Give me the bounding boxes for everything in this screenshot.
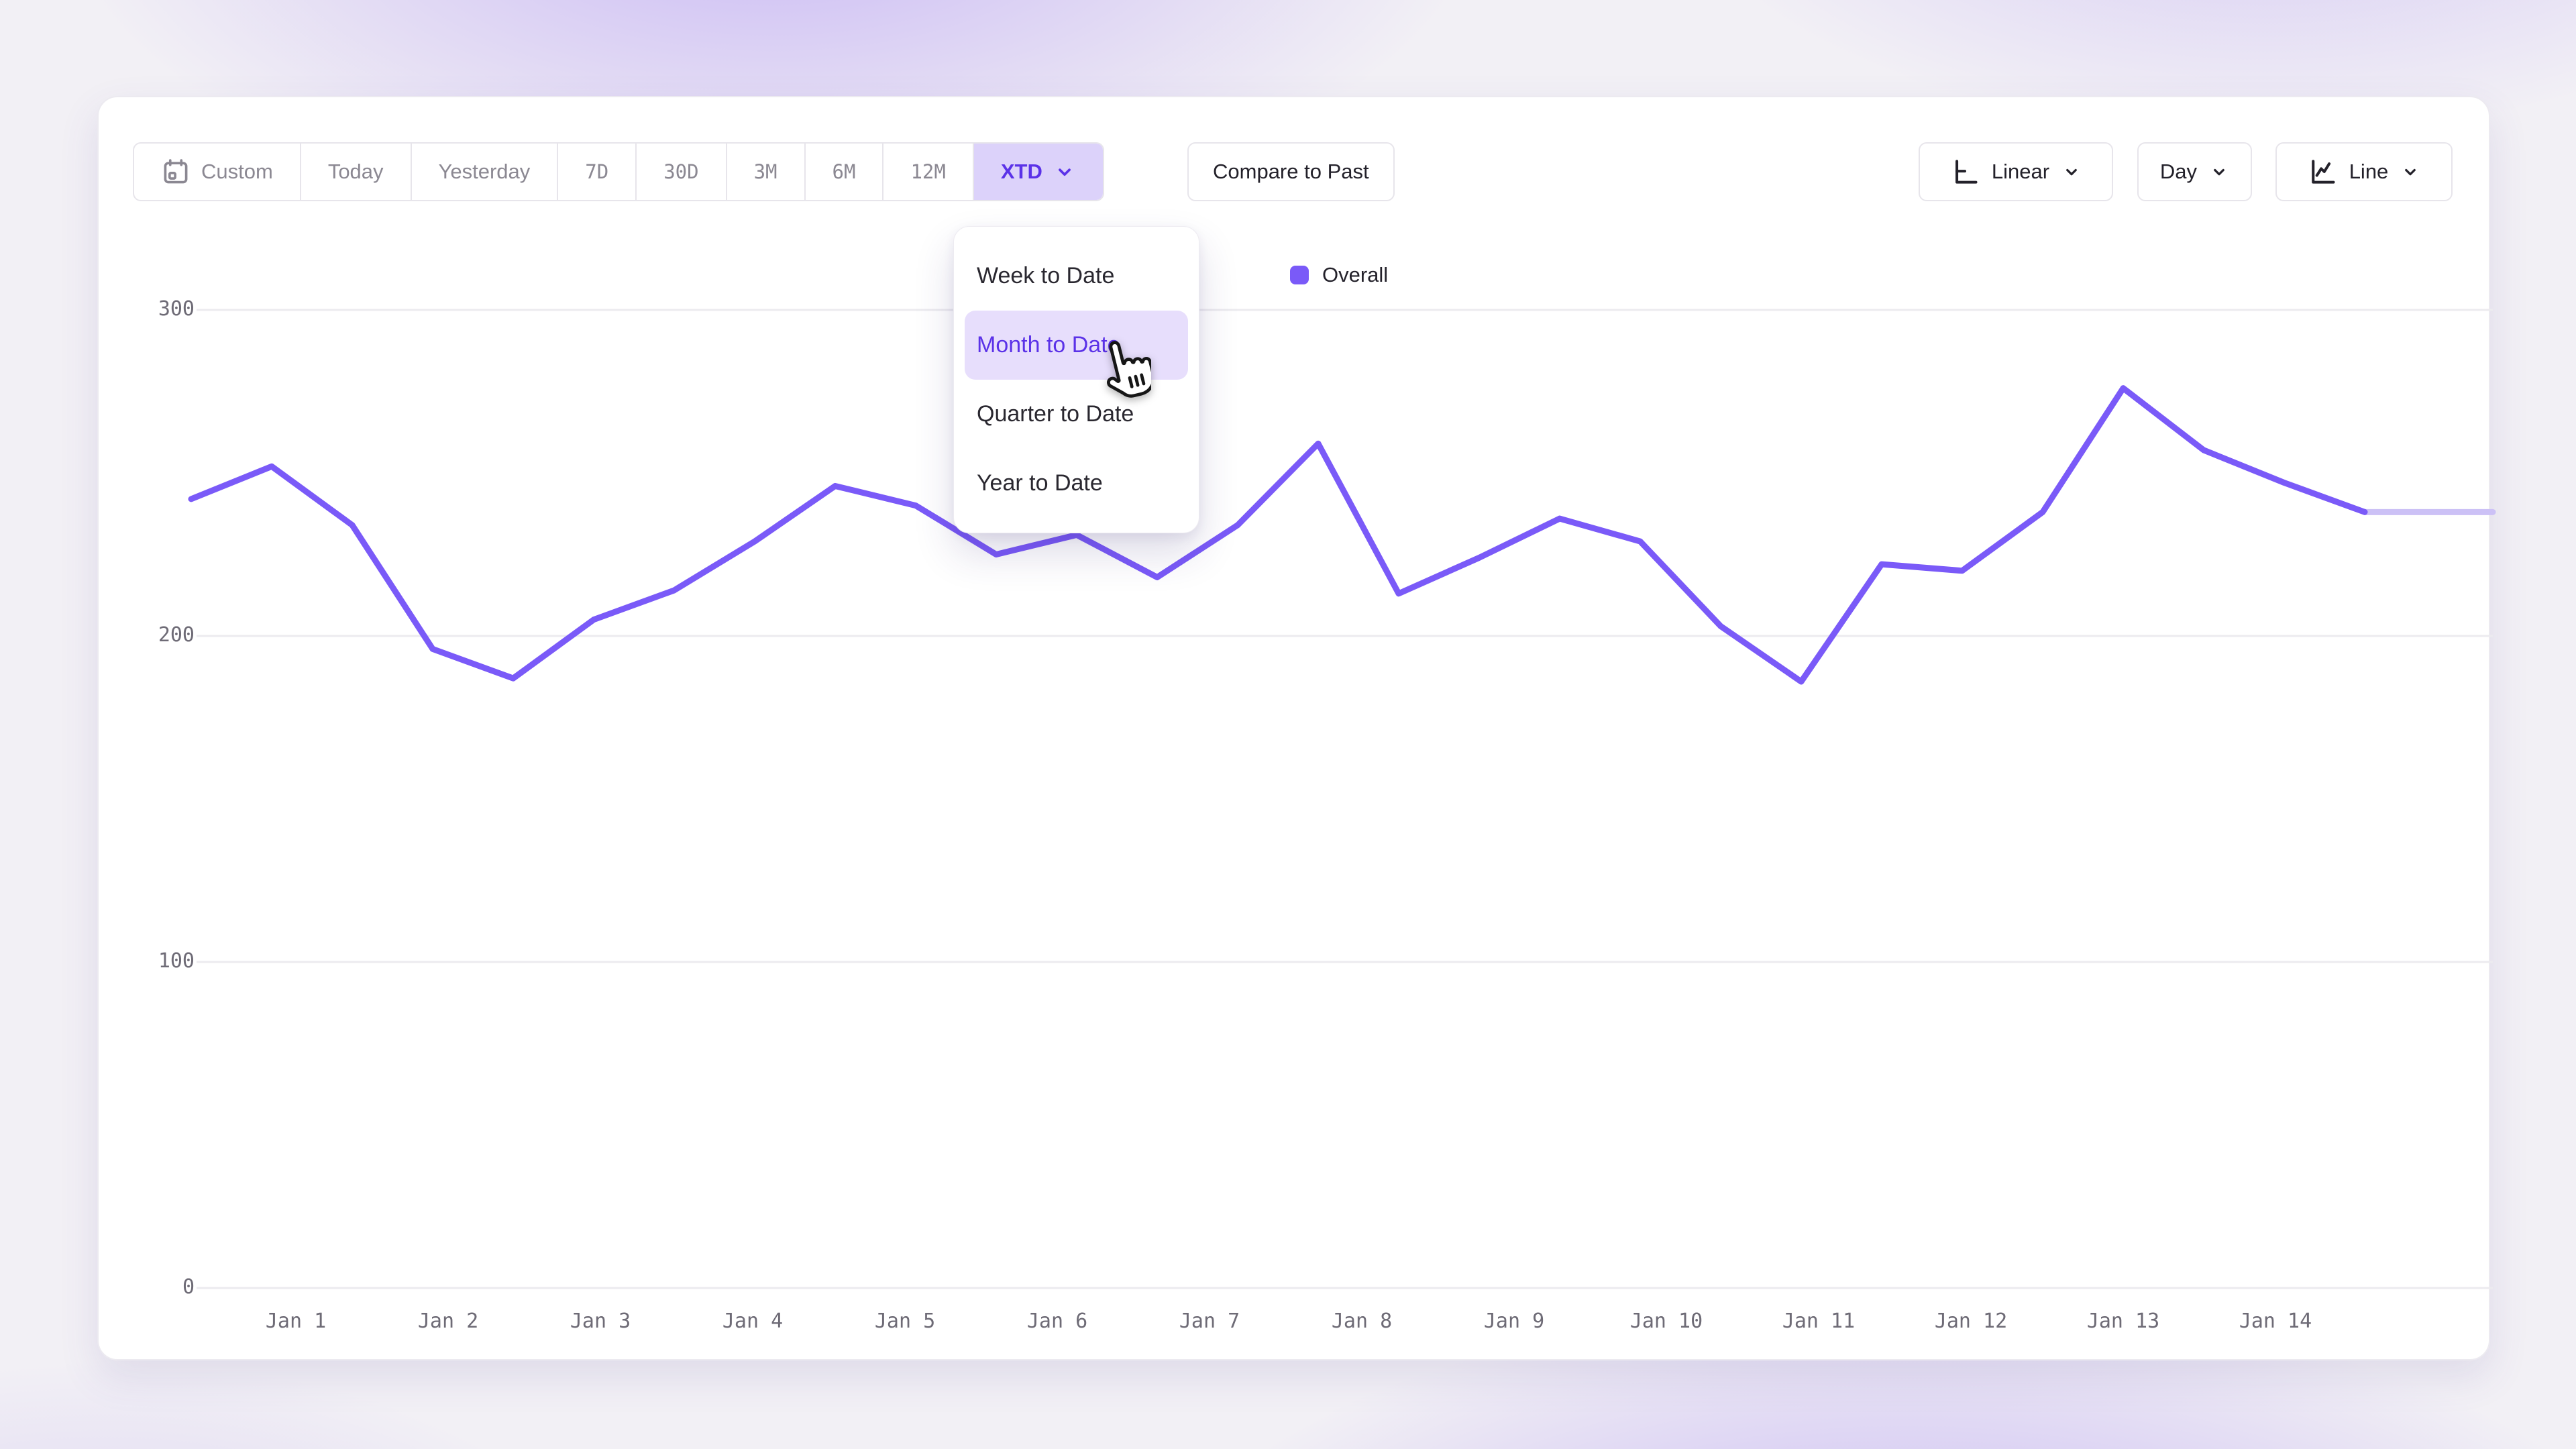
granularity-select-button[interactable]: Day [2137, 142, 2252, 201]
range-button-12m[interactable]: 12M [883, 144, 974, 200]
range-button-label: 6M [832, 160, 856, 183]
range-button-label: Custom [201, 160, 273, 183]
compare-to-past-button[interactable]: Compare to Past [1187, 142, 1395, 201]
x-axis-label-jan-8: Jan 8 [1331, 1309, 1393, 1333]
y-axis-label-200: 200 [158, 623, 195, 647]
x-axis-label-jan-9: Jan 9 [1483, 1309, 1545, 1333]
calendar-icon [164, 159, 188, 184]
menu-item-week-to-date[interactable]: Week to Date [977, 263, 1115, 288]
range-button-label: 30D [663, 160, 699, 183]
menu-item-year-to-date[interactable]: Year to Date [977, 470, 1103, 496]
legend-swatch [1290, 266, 1309, 284]
range-button-yesterday[interactable]: Yesterday [412, 144, 559, 200]
date-range-dropdown-menu: Week to Date Month to Date Quarter to Date… [953, 226, 1199, 533]
cursor-pointer-icon [1107, 341, 1151, 398]
range-button-label: XTD [1000, 160, 1042, 183]
range-button-xtd[interactable]: XTD [973, 144, 1103, 200]
x-axis-label-jan-2: Jan 2 [417, 1309, 479, 1333]
range-button-custom[interactable]: Custom [134, 144, 301, 200]
y-axis-label-100: 100 [158, 949, 195, 973]
chevron-down-icon [2405, 168, 2416, 176]
x-axis-label-jan-5: Jan 5 [874, 1309, 936, 1333]
range-button-today[interactable]: Today [301, 144, 412, 200]
chevron-down-icon [1058, 168, 1071, 176]
menu-item-month-to-date[interactable]: Month to Date [965, 311, 1188, 380]
x-axis-label-jan-11: Jan 11 [1782, 1309, 1856, 1333]
scale-label: Linear [1991, 160, 2050, 183]
chart-panel [97, 96, 2490, 1360]
x-axis-label-jan-3: Jan 3 [570, 1309, 631, 1333]
y-axis-label-0: 0 [182, 1275, 195, 1299]
range-button-3m[interactable]: 3M [727, 144, 806, 200]
axis-scale-icon [1955, 160, 1978, 184]
x-axis-label-jan-12: Jan 12 [1934, 1309, 2008, 1333]
range-button-30d[interactable]: 30D [637, 144, 727, 200]
compare-to-past-label: Compare to Past [1213, 160, 1369, 183]
chart-type-label: Line [2349, 160, 2389, 183]
range-button-label: Yesterday [438, 160, 531, 183]
x-axis-label-jan-1: Jan 1 [265, 1309, 327, 1333]
range-button-label: Today [327, 160, 384, 183]
range-button-7d[interactable]: 7D [558, 144, 637, 200]
line-chart-icon [2311, 160, 2335, 184]
x-axis-label-jan-7: Jan 7 [1179, 1309, 1240, 1333]
x-axis-label-jan-10: Jan 10 [1629, 1309, 1703, 1333]
range-button-label: 12M [910, 160, 946, 183]
chart-type-select-button[interactable]: Line [2275, 142, 2453, 201]
date-range-segmented-control: Custom Today Yesterday 7D 30D 3M 6M 12M XTD [133, 142, 1104, 201]
chevron-down-icon [2214, 168, 2224, 176]
legend-label: Overall [1322, 263, 1389, 286]
range-button-label: 7D [585, 160, 609, 183]
chevron-down-icon [2066, 168, 2077, 176]
granularity-label: Day [2159, 160, 2198, 183]
scale-select-button[interactable]: Linear [1919, 142, 2113, 201]
range-button-label: 3M [753, 160, 777, 183]
x-axis-label-jan-14: Jan 14 [2239, 1309, 2312, 1333]
x-axis-label-jan-13: Jan 13 [2086, 1309, 2160, 1333]
legend-item-overall[interactable]: Overall [1290, 263, 1388, 287]
x-axis-label-jan-4: Jan 4 [722, 1309, 784, 1333]
y-axis-label-300: 300 [158, 297, 195, 321]
range-button-6m[interactable]: 6M [806, 144, 884, 200]
x-axis-label-jan-6: Jan 6 [1026, 1309, 1088, 1333]
menu-item-quarter-to-date[interactable]: Quarter to Date [977, 401, 1134, 427]
